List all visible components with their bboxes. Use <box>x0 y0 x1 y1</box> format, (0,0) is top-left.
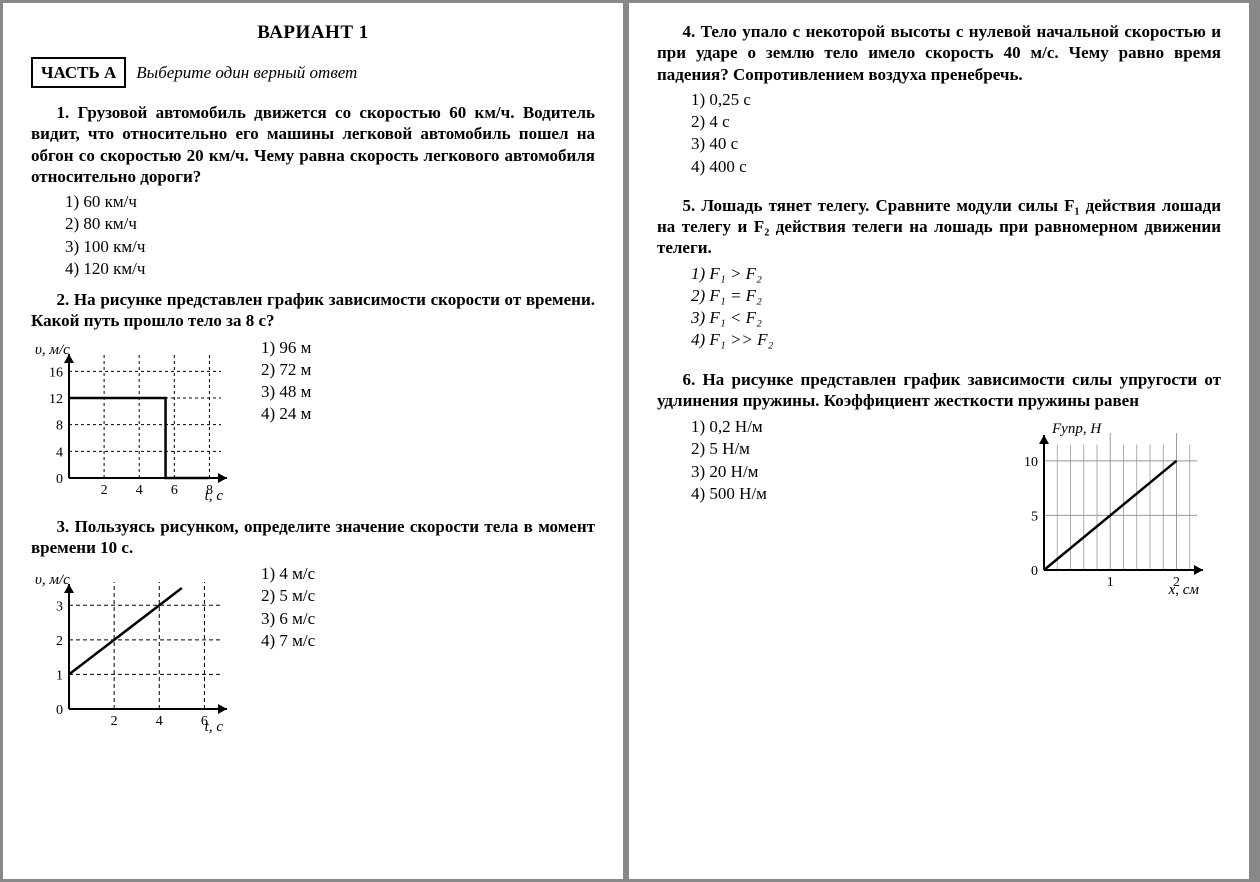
question-3: 3. Пользуясь рисунком, определите значен… <box>31 516 595 738</box>
q5-opt-3: 3) F₁ < F₂ <box>691 307 1221 328</box>
q4-opt-1: 1) 0,25 с <box>691 89 1221 110</box>
q1-opt-1: 1) 60 км/ч <box>65 191 595 212</box>
q5-options: 1) F₁ > F₂ 2) F₁ = F₂ 3) F₁ < F₂ 4) F₁ >… <box>657 263 1221 351</box>
q1-opt-2: 2) 80 км/ч <box>65 213 595 234</box>
q3-options: 1) 4 м/с 2) 5 м/с 3) 6 м/с 4) 7 м/с <box>261 562 315 652</box>
q4-opt-3: 3) 40 с <box>691 133 1221 154</box>
q3-opt-2: 2) 5 м/с <box>261 585 315 606</box>
q2-opt-4: 4) 24 м <box>261 403 311 424</box>
page-right: 4. Тело упало с некоторой высоты с нулев… <box>629 3 1249 879</box>
svg-text:6: 6 <box>171 483 178 498</box>
svg-text:υ, м/с: υ, м/с <box>35 572 70 588</box>
q1-opt-4: 4) 120 км/ч <box>65 258 595 279</box>
q1-opt-3: 3) 100 км/ч <box>65 236 595 257</box>
question-1: 1. Грузовой автомобиль движется со скоро… <box>31 102 595 279</box>
q1-options: 1) 60 км/ч 2) 80 км/ч 3) 100 км/ч 4) 120… <box>31 191 595 279</box>
q6-opt-3: 3) 20 Н/м <box>691 461 767 482</box>
svg-text:12: 12 <box>49 392 63 407</box>
question-2: 2. На рисунке представлен график зависим… <box>31 289 595 506</box>
svg-text:1: 1 <box>56 668 63 683</box>
svg-text:2: 2 <box>56 634 63 649</box>
svg-text:0: 0 <box>56 703 63 718</box>
q3-chart: 2460123υ, м/сt, с <box>31 562 241 737</box>
q6-opt-2: 2) 5 Н/м <box>691 438 767 459</box>
svg-text:4: 4 <box>56 445 63 460</box>
svg-text:16: 16 <box>49 365 63 380</box>
svg-text:t, с: t, с <box>205 719 224 735</box>
q2-chart: 24680481216υ, м/сt, с <box>31 336 241 506</box>
q3-opt-4: 4) 7 м/с <box>261 630 315 651</box>
q4-opt-4: 4) 400 с <box>691 156 1221 177</box>
q2-text: 2. На рисунке представлен график зависим… <box>31 289 595 332</box>
svg-text:t, с: t, с <box>205 488 224 504</box>
svg-text:3: 3 <box>56 599 63 614</box>
svg-text:10: 10 <box>1024 455 1038 470</box>
q3-opt-3: 3) 6 м/с <box>261 608 315 629</box>
part-a-instruction: Выберите один верный ответ <box>136 62 357 83</box>
question-4: 4. Тело упало с некоторой высоты с нулев… <box>657 21 1221 177</box>
q2-opt-3: 3) 48 м <box>261 381 311 402</box>
svg-text:2: 2 <box>111 714 118 729</box>
svg-text:1: 1 <box>1107 575 1114 590</box>
q6-text: 6. На рисунке представлен график зависим… <box>657 369 1221 412</box>
variant-title: ВАРИАНТ 1 <box>31 21 595 45</box>
q3-opt-1: 1) 4 м/с <box>261 563 315 584</box>
q6-options: 1) 0,2 Н/м 2) 5 Н/м 3) 20 Н/м 4) 500 Н/м <box>657 415 767 505</box>
q5-opt-1: 1) F₁ > F₂ <box>691 263 1221 284</box>
q5-opt-4: 4) F₁ >> F₂ <box>691 329 1221 350</box>
question-5: 5. Лошадь тянет телегу. Сравните модули … <box>657 195 1221 351</box>
q2-options: 1) 96 м 2) 72 м 3) 48 м 4) 24 м <box>261 336 311 426</box>
q3-text: 3. Пользуясь рисунком, определите значен… <box>31 516 595 559</box>
part-a-row: ЧАСТЬ А Выберите один верный ответ <box>31 57 595 88</box>
q5-opt-2: 2) F₁ = F₂ <box>691 285 1221 306</box>
svg-text:4: 4 <box>156 714 163 729</box>
q2-opt-2: 2) 72 м <box>261 359 311 380</box>
svg-text:υ, м/с: υ, м/с <box>35 342 70 358</box>
question-6: 6. На рисунке представлен график зависим… <box>657 369 1221 601</box>
q1-text: 1. Грузовой автомобиль движется со скоро… <box>31 102 595 187</box>
svg-text:8: 8 <box>56 418 63 433</box>
svg-text:4: 4 <box>136 483 143 498</box>
page-spread: ВАРИАНТ 1 ЧАСТЬ А Выберите один верный о… <box>0 0 1260 882</box>
q6-opt-1: 1) 0,2 Н/м <box>691 416 767 437</box>
svg-text:2: 2 <box>101 483 108 498</box>
svg-text:x, см: x, см <box>1168 582 1200 598</box>
svg-text:0: 0 <box>56 472 63 487</box>
q5-text: 5. Лошадь тянет телегу. Сравните модули … <box>657 195 1221 259</box>
q4-options: 1) 0,25 с 2) 4 с 3) 40 с 4) 400 с <box>657 89 1221 177</box>
svg-text:Fупр, Н: Fупр, Н <box>1051 421 1102 437</box>
q2-opt-1: 1) 96 м <box>261 337 311 358</box>
page-left: ВАРИАНТ 1 ЧАСТЬ А Выберите один верный о… <box>3 3 623 879</box>
svg-text:0: 0 <box>1031 564 1038 579</box>
svg-text:5: 5 <box>1031 509 1038 524</box>
q6-opt-4: 4) 500 Н/м <box>691 483 767 504</box>
q6-chart: 120510Fупр, Нx, см <box>996 415 1221 600</box>
q4-opt-2: 2) 4 с <box>691 111 1221 132</box>
part-a-label: ЧАСТЬ А <box>31 57 126 88</box>
q4-text: 4. Тело упало с некоторой высоты с нулев… <box>657 21 1221 85</box>
